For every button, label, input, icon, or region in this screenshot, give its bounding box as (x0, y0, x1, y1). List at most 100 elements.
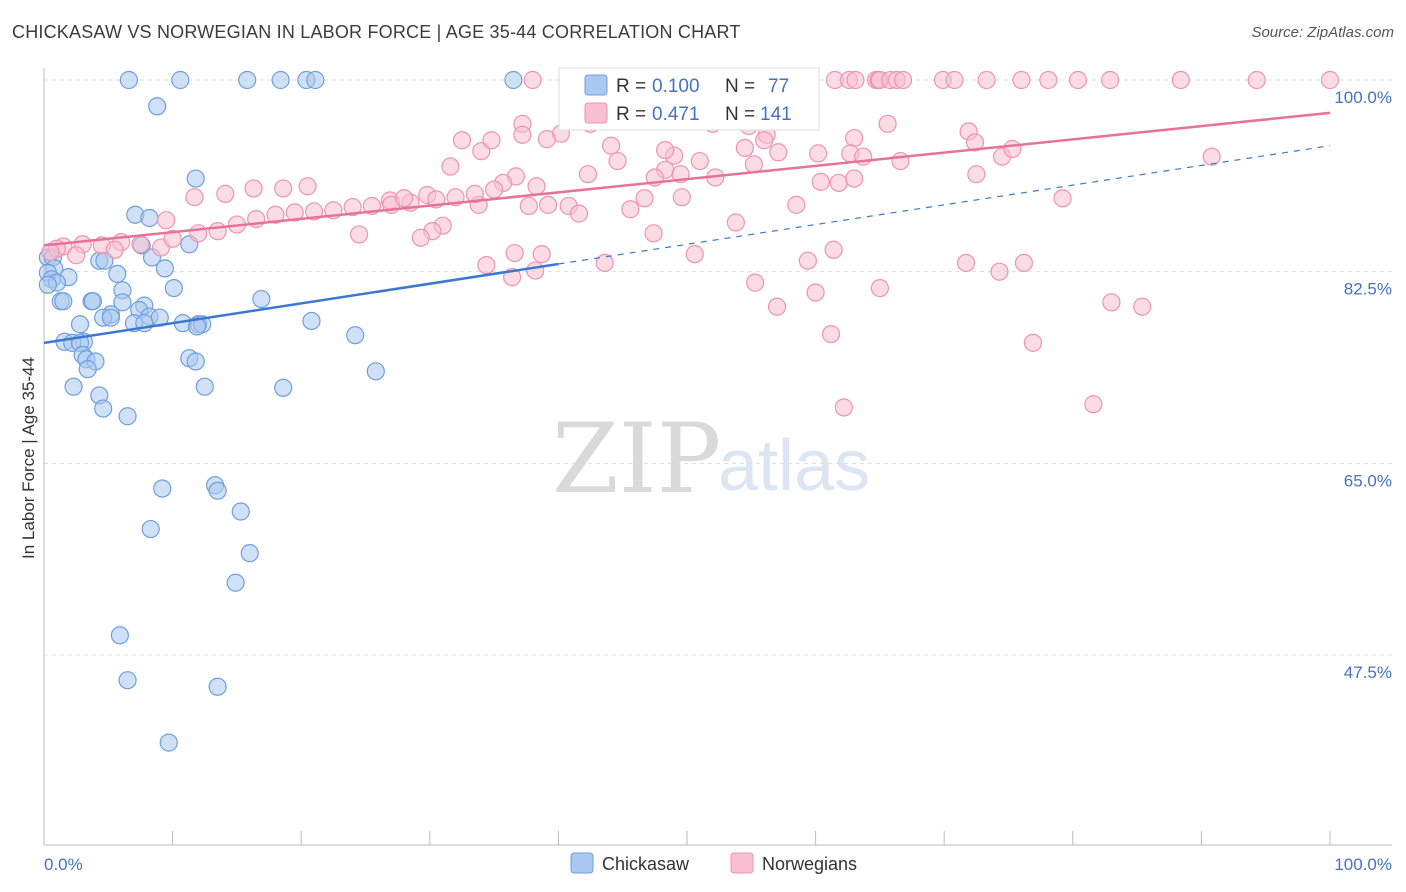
legend-swatch-chickasaw (584, 74, 608, 96)
norwegians-point (1247, 70, 1266, 90)
watermark: ZIP atlas (552, 403, 870, 515)
legend-n-label-chickasaw: N = (725, 76, 755, 97)
legend-n-value-chickasaw: 77 (768, 76, 789, 97)
series-legend: Chickasaw Norwegians (570, 852, 857, 874)
norwegians-point (1133, 297, 1152, 316)
bottom-legend-swatch-chickasaw (570, 852, 594, 874)
chickasaw-point (119, 70, 138, 90)
x-axis-ticks (172, 831, 1331, 845)
norwegians-point (829, 173, 848, 193)
norwegians-point (349, 225, 369, 244)
norwegians-point (569, 204, 589, 223)
x-tick-label-max: 100.0% (1334, 855, 1392, 874)
norwegians-point (956, 253, 976, 273)
chickasaw-point (38, 275, 57, 294)
chickasaw-point (118, 671, 137, 690)
chickasaw-point (186, 169, 205, 188)
chickasaw-point (54, 292, 73, 311)
norwegians-point (519, 196, 538, 216)
chickasaw-point (153, 479, 172, 498)
trend-line-chickasaw (43, 262, 559, 345)
chickasaw-point (155, 259, 174, 278)
chickasaw-point (78, 360, 97, 379)
chickasaw-point (108, 264, 127, 283)
norwegians-point (891, 151, 910, 171)
chickasaw-point (226, 573, 245, 592)
norwegians-point (1320, 70, 1340, 90)
norwegians-point (1039, 70, 1058, 90)
norwegians-point (834, 398, 853, 417)
legend-r-label-chickasaw: R = (616, 76, 646, 97)
norwegians-point (394, 189, 414, 208)
norwegians-point (735, 138, 754, 158)
norwegians-point (1068, 70, 1088, 90)
norwegians-point (1102, 293, 1121, 312)
y-tick-label: 65.0% (1344, 471, 1392, 490)
y-tick-label: 82.5% (1344, 280, 1392, 299)
norwegians-point (513, 125, 532, 144)
norwegians-point (67, 246, 86, 265)
trend-line-norwegians (43, 111, 1331, 247)
norwegians-point (298, 177, 317, 196)
norwegians-point (1053, 189, 1072, 208)
norwegians-point (185, 188, 204, 207)
norwegians-point (672, 188, 691, 207)
chickasaw-point (141, 519, 160, 539)
chart-title: CHICKASAW VS NORWEGIAN IN LABOR FORCE | … (12, 22, 741, 42)
norwegians-point (726, 213, 745, 232)
chickasaw-point (240, 544, 259, 563)
chickasaw-point (252, 289, 271, 309)
chickasaw-point (187, 317, 207, 336)
norwegians-point (846, 70, 865, 90)
chickasaw-point (171, 70, 190, 90)
norwegians-point (274, 179, 293, 198)
chickasaw-point (238, 70, 257, 90)
norwegians-point (824, 240, 843, 259)
norwegians-point (965, 133, 985, 152)
norwegians-point (1003, 139, 1022, 159)
norwegians-point (602, 136, 621, 155)
norwegians-point (163, 229, 182, 248)
norwegians-point (945, 70, 964, 90)
chickasaw-point (140, 208, 159, 228)
legend-n-label-norwegians: N = (725, 104, 755, 125)
norwegians-point (578, 165, 598, 184)
norwegians-point (690, 151, 709, 171)
chickasaw-point (113, 293, 132, 312)
norwegians-point (441, 157, 460, 176)
chickasaw-point (101, 308, 120, 327)
norwegians-point (893, 70, 913, 90)
norwegians-point (621, 200, 640, 219)
bottom-legend-label-norwegians: Norwegians (762, 854, 857, 874)
y-tick-label: 100.0% (1334, 88, 1392, 107)
norwegians-point (411, 228, 430, 247)
chickasaw-point (195, 377, 214, 396)
norwegians-point (809, 144, 828, 163)
chickasaw-point (306, 70, 325, 90)
norwegians-point (105, 240, 124, 259)
norwegians-point (769, 143, 788, 162)
chickasaw-point (164, 278, 183, 298)
chickasaw-point (110, 626, 129, 645)
chickasaw-point (148, 97, 167, 116)
norwegians-point (477, 255, 496, 275)
norwegians-point (189, 224, 208, 243)
norwegians-point (1014, 253, 1034, 273)
chickasaw-point (274, 378, 293, 397)
norwegians-point (608, 151, 627, 171)
trend-lines (43, 111, 1331, 345)
norwegians-point (523, 70, 542, 90)
chickasaw-point (70, 315, 90, 334)
norwegians-point (798, 251, 817, 270)
chickasaw-point (159, 733, 178, 752)
chickasaw-point (302, 311, 321, 331)
norwegians-point (244, 179, 263, 198)
chickasaw-point (186, 352, 205, 371)
gridlines (44, 79, 1392, 656)
norwegians-point (1023, 333, 1043, 352)
series-chickasaw (38, 70, 523, 752)
norwegians-point (1084, 395, 1103, 414)
norwegians-point (870, 278, 890, 298)
norwegians-point (1012, 70, 1031, 90)
